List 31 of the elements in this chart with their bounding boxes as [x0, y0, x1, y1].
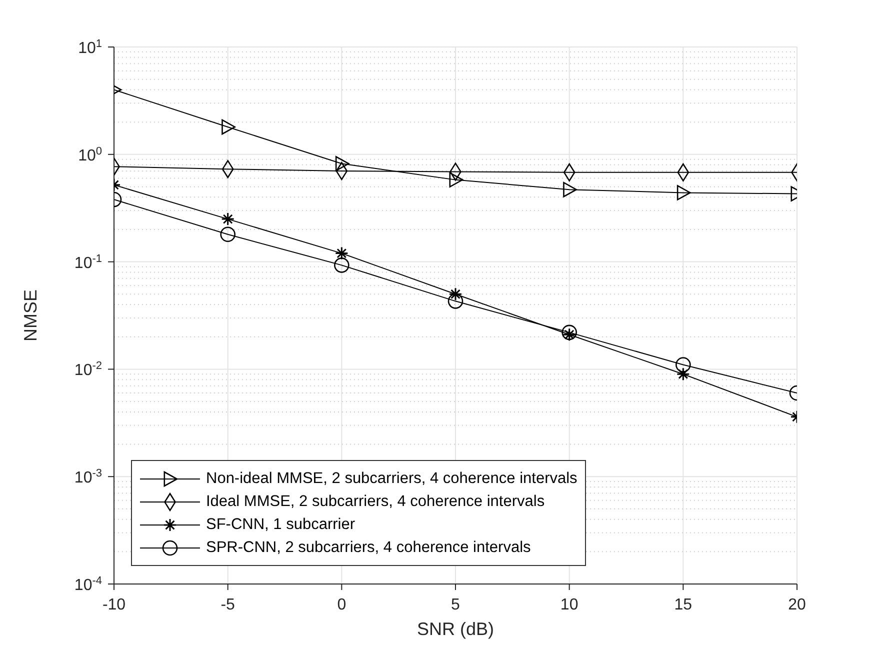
point [562, 328, 576, 342]
point [448, 287, 462, 301]
x-tick-label: 20 [788, 596, 806, 614]
x-tick-label: -5 [220, 596, 236, 614]
y-tick-label: 10$^{-2}$ [74, 360, 102, 380]
x-tick-label: 0 [337, 596, 346, 614]
y-axis-title: NMSE [20, 289, 40, 342]
point [335, 156, 350, 172]
y-tick-label: 10$^{-1}$ [74, 252, 102, 272]
point [676, 367, 690, 381]
point [449, 172, 464, 188]
legend-label: SF-CNN, 1 subcarrier [206, 516, 355, 534]
y-tick-label: 10$^{-4}$ [74, 575, 102, 594]
y-tick-label: 10$^{1}$ [78, 38, 102, 57]
point [334, 258, 350, 273]
legend-label: SPR-CNN, 2 subcarriers, 4 coherence intervals [206, 538, 531, 556]
x-tick-label: -10 [102, 596, 126, 614]
legend-label: Non-ideal MMSE, 2 subcarriers, 4 coherence intervals [206, 470, 578, 488]
y-tick-label: 10$^{-3}$ [74, 468, 102, 487]
legend-label: Ideal MMSE, 2 subcarriers, 4 coherence intervals [206, 492, 545, 510]
y-tick-label: 10$^{0}$ [78, 145, 102, 164]
point [563, 182, 577, 198]
x-tick-label: 5 [451, 596, 460, 614]
x-tick-label: 15 [674, 596, 692, 614]
point [221, 212, 235, 226]
point [562, 324, 577, 340]
x-tick-label: 10 [560, 596, 578, 614]
x-axis-title: SNR (dB) [416, 619, 494, 639]
point [222, 119, 236, 135]
point [448, 294, 464, 309]
point [334, 246, 348, 260]
